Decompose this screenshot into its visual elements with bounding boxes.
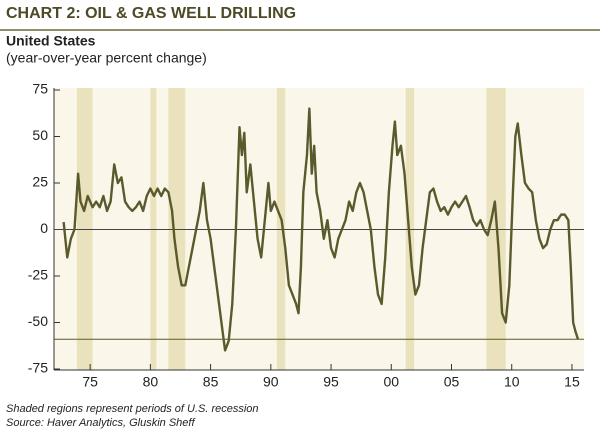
x-tick-label: 95	[323, 374, 339, 390]
x-tick-label: 10	[504, 374, 520, 390]
y-tick-label: 75	[32, 81, 48, 97]
plot-area: -75 -50 -25 0 25 50 75 75 80 85 90 95 00 05 10 15	[28, 81, 584, 390]
unit-note: (year-over-year percent change)	[6, 50, 207, 66]
source: Source: Haver Analytics, Gluskin Sheff	[6, 417, 195, 429]
x-tick-label: 85	[203, 374, 219, 390]
x-tick-label: 80	[143, 374, 159, 390]
x-tick-label: 90	[263, 374, 279, 390]
data-line	[62, 107, 580, 352]
chart-subtitle: United States	[6, 33, 96, 49]
y-tick-label: 0	[40, 220, 48, 236]
x-tick-label: 05	[444, 374, 460, 390]
y-tick-label: -25	[28, 267, 48, 283]
y-tick-label: -75	[28, 360, 48, 376]
footnote: Shaded regions represent periods of U.S.…	[6, 403, 259, 415]
x-tick-label: 00	[383, 374, 399, 390]
y-tick-label: -50	[28, 313, 48, 329]
y-tick-label: 25	[32, 174, 48, 190]
chart-title: CHART 2: OIL & GAS WELL DRILLING	[6, 5, 296, 22]
x-tick-label: 75	[82, 374, 98, 390]
y-tick-label: 50	[32, 127, 48, 143]
x-tick-label: 15	[564, 374, 580, 390]
